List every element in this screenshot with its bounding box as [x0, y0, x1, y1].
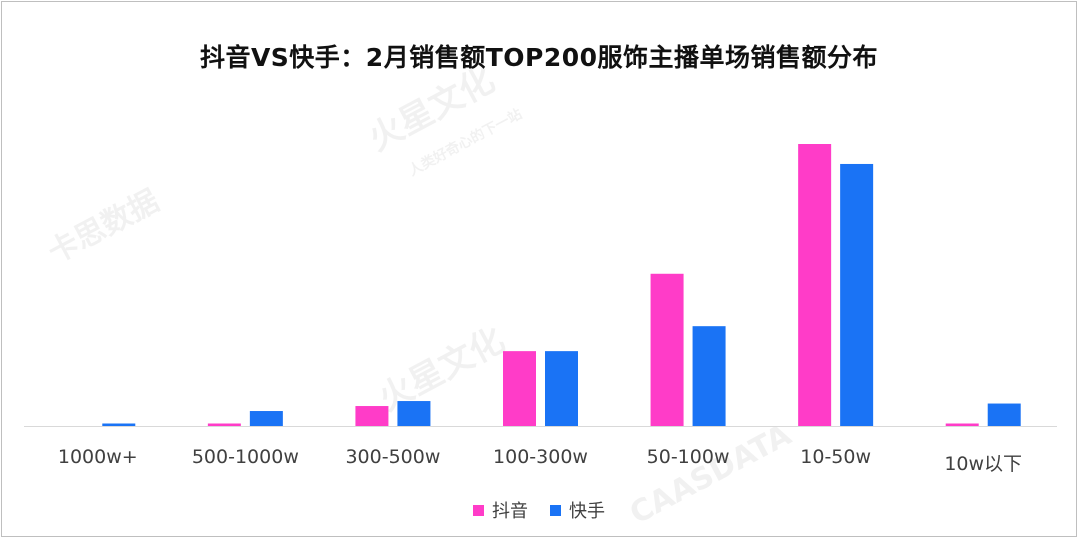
- legend-label-douyin: 抖音: [492, 501, 528, 522]
- x-tick-label-2: 300-500w: [345, 446, 440, 468]
- legend-item-kuaishou: 快手: [550, 497, 605, 523]
- legend-item-douyin: 抖音: [473, 497, 528, 523]
- x-tick-label-4: 50-100w: [647, 446, 730, 468]
- bar-douyin-6: [945, 423, 979, 426]
- bar-kuaishou-1: [249, 411, 283, 426]
- x-tick-label-5: 10-50w: [800, 446, 871, 468]
- legend-swatch-kuaishou: [550, 504, 561, 516]
- chart-legend: 抖音 快手: [2, 497, 1076, 523]
- bar-douyin-2: [355, 406, 389, 426]
- bar-douyin-5: [798, 144, 832, 426]
- chart-title: 抖音VS快手：2月销售额TOP200服饰主播单场销售额分布: [199, 43, 879, 72]
- legend-swatch-douyin: [473, 504, 484, 516]
- bar-kuaishou-2: [397, 401, 431, 426]
- bar-douyin-1: [207, 423, 241, 426]
- bar-douyin-3: [503, 351, 536, 426]
- x-tick-label-6: 10w以下: [944, 453, 1022, 475]
- bar-kuaishou-6: [987, 403, 1021, 426]
- bar-kuaishou-0: [102, 423, 136, 426]
- bar-douyin-4: [650, 273, 684, 426]
- bar-kuaishou-4: [692, 326, 726, 426]
- bar-kuaishou-5: [840, 163, 874, 426]
- legend-label-kuaishou: 快手: [569, 501, 605, 522]
- x-tick-label-3: 100-300w: [493, 446, 588, 468]
- bar-kuaishou-3: [545, 351, 578, 426]
- x-tick-label-1: 500-1000w: [192, 446, 299, 468]
- x-tick-label-0: 1000w+: [58, 446, 138, 468]
